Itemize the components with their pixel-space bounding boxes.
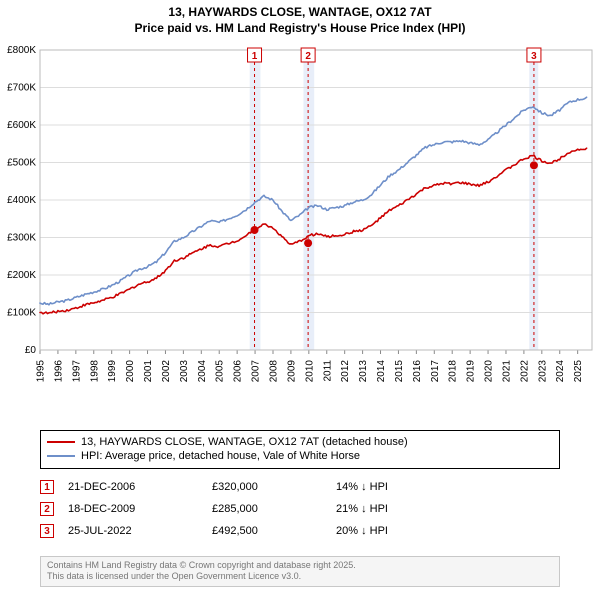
svg-text:1: 1: [252, 51, 258, 62]
svg-text:£400K: £400K: [7, 195, 36, 206]
attribution-line1: Contains HM Land Registry data © Crown c…: [47, 560, 553, 571]
svg-text:2004: 2004: [197, 360, 208, 383]
event-row: 2 18-DEC-2009 £285,000 21% ↓ HPI: [40, 498, 560, 520]
svg-text:2: 2: [305, 51, 311, 62]
svg-text:1997: 1997: [71, 360, 82, 383]
svg-text:2003: 2003: [179, 360, 190, 383]
svg-text:2016: 2016: [412, 360, 423, 383]
legend-swatch: [47, 441, 75, 443]
svg-text:2017: 2017: [430, 360, 441, 383]
svg-text:2018: 2018: [448, 360, 459, 383]
legend: 13, HAYWARDS CLOSE, WANTAGE, OX12 7AT (d…: [40, 430, 560, 469]
svg-text:2007: 2007: [251, 360, 262, 383]
svg-text:1998: 1998: [89, 360, 100, 383]
event-price: £285,000: [212, 503, 322, 515]
legend-item: HPI: Average price, detached house, Vale…: [47, 449, 553, 463]
svg-text:2025: 2025: [573, 360, 584, 383]
svg-text:2000: 2000: [125, 360, 136, 383]
event-price: £492,500: [212, 525, 322, 537]
chart-title: 13, HAYWARDS CLOSE, WANTAGE, OX12 7AT Pr…: [0, 0, 600, 36]
svg-text:2024: 2024: [555, 360, 566, 383]
event-marker: 1: [40, 480, 54, 494]
svg-text:2020: 2020: [484, 360, 495, 383]
svg-text:2006: 2006: [233, 360, 244, 383]
title-line2: Price paid vs. HM Land Registry's House …: [0, 20, 600, 36]
event-marker: 3: [40, 524, 54, 538]
line-chart-svg: £0 £100K £200K £300K £400K £500K £600K £700K £80…: [0, 40, 600, 420]
event-price: £320,000: [212, 481, 322, 493]
svg-text:£300K: £300K: [7, 233, 36, 244]
legend-swatch: [47, 455, 75, 457]
event-delta: 21% ↓ HPI: [336, 503, 388, 515]
svg-text:2012: 2012: [340, 360, 351, 383]
svg-text:2023: 2023: [537, 360, 548, 383]
svg-text:2005: 2005: [215, 360, 226, 383]
svg-text:2001: 2001: [143, 360, 154, 383]
attribution: Contains HM Land Registry data © Crown c…: [40, 556, 560, 587]
svg-text:2014: 2014: [376, 360, 387, 383]
svg-text:3: 3: [531, 51, 537, 62]
svg-text:£800K: £800K: [7, 45, 36, 56]
svg-text:2019: 2019: [466, 360, 477, 383]
legend-item: 13, HAYWARDS CLOSE, WANTAGE, OX12 7AT (d…: [47, 435, 553, 449]
svg-text:1995: 1995: [36, 360, 47, 383]
event-date: 18-DEC-2009: [68, 503, 198, 515]
event-delta: 20% ↓ HPI: [336, 525, 388, 537]
svg-text:2015: 2015: [394, 360, 405, 383]
event-date: 25-JUL-2022: [68, 525, 198, 537]
svg-text:2013: 2013: [358, 360, 369, 383]
event-date: 21-DEC-2006: [68, 481, 198, 493]
event-row: 1 21-DEC-2006 £320,000 14% ↓ HPI: [40, 476, 560, 498]
svg-text:£700K: £700K: [7, 83, 36, 94]
svg-text:£0: £0: [25, 345, 37, 356]
events-table: 1 21-DEC-2006 £320,000 14% ↓ HPI 2 18-DEC-200…: [40, 476, 560, 542]
svg-text:2021: 2021: [501, 360, 512, 383]
svg-text:1999: 1999: [107, 360, 118, 383]
event-delta: 14% ↓ HPI: [336, 481, 388, 493]
svg-text:2022: 2022: [519, 360, 530, 383]
svg-text:£500K: £500K: [7, 158, 36, 169]
svg-text:2010: 2010: [304, 360, 315, 383]
svg-text:2011: 2011: [322, 360, 333, 382]
svg-text:2002: 2002: [161, 360, 172, 383]
title-line1: 13, HAYWARDS CLOSE, WANTAGE, OX12 7AT: [0, 4, 600, 20]
svg-text:£200K: £200K: [7, 270, 36, 281]
event-row: 3 25-JUL-2022 £492,500 20% ↓ HPI: [40, 520, 560, 542]
legend-label: HPI: Average price, detached house, Vale…: [81, 449, 360, 463]
svg-text:£100K: £100K: [7, 308, 36, 319]
chart-area: £0 £100K £200K £300K £400K £500K £600K £700K £80…: [0, 40, 600, 420]
svg-text:2008: 2008: [268, 360, 279, 383]
event-marker: 2: [40, 502, 54, 516]
svg-text:1996: 1996: [53, 360, 64, 383]
legend-label: 13, HAYWARDS CLOSE, WANTAGE, OX12 7AT (d…: [81, 435, 408, 449]
attribution-line2: This data is licensed under the Open Gov…: [47, 571, 553, 582]
svg-text:£600K: £600K: [7, 120, 36, 131]
svg-text:2009: 2009: [286, 360, 297, 383]
